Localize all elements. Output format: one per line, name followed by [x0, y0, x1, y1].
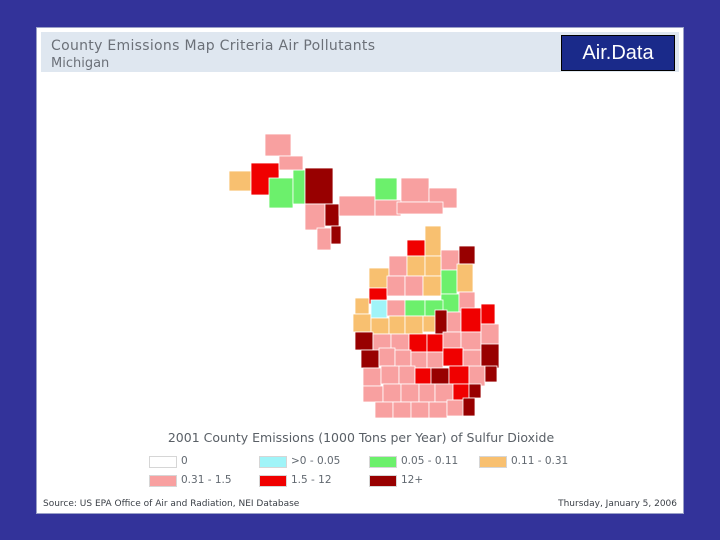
- county: [414, 367, 432, 385]
- county: [380, 365, 400, 385]
- county: [338, 195, 376, 217]
- county: [468, 365, 486, 387]
- county: [406, 239, 426, 257]
- county: [264, 133, 292, 157]
- legend-label: 12+: [401, 474, 424, 486]
- county: [442, 347, 464, 367]
- county: [374, 177, 398, 201]
- county: [434, 309, 448, 335]
- county: [456, 263, 474, 293]
- legend-label: 0: [181, 455, 188, 467]
- county: [268, 177, 294, 209]
- county: [422, 275, 442, 297]
- legend-swatch: [149, 475, 177, 487]
- county: [396, 201, 444, 215]
- legend-swatch: [479, 456, 507, 468]
- legend-label: >0 - 0.05: [291, 455, 341, 467]
- county: [324, 203, 340, 227]
- county: [388, 255, 408, 277]
- county: [410, 401, 430, 419]
- county: [404, 299, 426, 317]
- county: [404, 315, 424, 335]
- county: [304, 203, 326, 231]
- county: [484, 365, 498, 383]
- county: [394, 349, 412, 369]
- county: [462, 397, 476, 417]
- legend-label: 0.05 - 0.11: [401, 455, 459, 467]
- county: [354, 331, 374, 351]
- source-note: Source: US EPA Office of Air and Radiati…: [43, 499, 300, 509]
- county: [228, 170, 252, 192]
- airdata-logo: Air.Data: [561, 35, 675, 71]
- legend-label: 1.5 - 12: [291, 474, 332, 486]
- county: [368, 267, 390, 289]
- header-band: County Emissions Map Criteria Air Pollut…: [41, 32, 679, 72]
- date-stamp: Thursday, January 5, 2006: [558, 499, 677, 509]
- county: [434, 383, 454, 403]
- county: [360, 349, 380, 369]
- legend-title: 2001 County Emissions (1000 Tons per Yea…: [167, 430, 555, 445]
- county-map: [228, 133, 500, 419]
- county: [352, 313, 372, 333]
- legend-swatch: [149, 456, 177, 468]
- county: [362, 367, 382, 387]
- legend-swatch: [259, 475, 287, 487]
- county: [458, 245, 476, 265]
- county: [392, 401, 412, 419]
- legend-swatch: [369, 475, 397, 487]
- county: [468, 383, 482, 399]
- state-name: Michigan: [51, 56, 110, 71]
- county: [460, 331, 482, 351]
- legend-label: 0.11 - 0.31: [511, 455, 569, 467]
- county: [388, 315, 406, 335]
- county: [424, 255, 442, 277]
- county: [426, 351, 444, 369]
- county: [398, 365, 416, 385]
- county: [424, 225, 442, 257]
- county: [460, 307, 482, 333]
- county: [400, 383, 420, 403]
- county: [442, 331, 462, 349]
- county: [386, 275, 406, 297]
- county: [428, 401, 448, 419]
- map-title: County Emissions Map Criteria Air Pollut…: [51, 38, 376, 54]
- county: [418, 383, 436, 403]
- county: [362, 385, 384, 403]
- county: [448, 365, 470, 385]
- county: [440, 249, 460, 271]
- county: [370, 299, 388, 319]
- legend-swatch: [259, 456, 287, 468]
- county: [408, 333, 428, 353]
- county: [374, 401, 394, 419]
- legend-swatch: [369, 456, 397, 468]
- county: [386, 299, 406, 317]
- county: [446, 399, 466, 417]
- county: [440, 269, 458, 295]
- county: [480, 343, 500, 369]
- legend-label: 0.31 - 1.5: [181, 474, 232, 486]
- county: [316, 227, 332, 251]
- map-panel: County Emissions Map Criteria Air Pollut…: [36, 27, 684, 514]
- county: [278, 155, 304, 171]
- county: [404, 275, 424, 297]
- county: [462, 349, 482, 369]
- county: [304, 167, 334, 205]
- county: [440, 293, 460, 313]
- county: [292, 169, 306, 205]
- county: [354, 297, 370, 315]
- county: [400, 177, 430, 203]
- county: [382, 383, 402, 403]
- county: [378, 347, 396, 367]
- county: [426, 333, 444, 353]
- county: [430, 367, 450, 385]
- county: [406, 255, 426, 277]
- county: [370, 317, 390, 335]
- county: [330, 225, 342, 245]
- county: [480, 303, 496, 325]
